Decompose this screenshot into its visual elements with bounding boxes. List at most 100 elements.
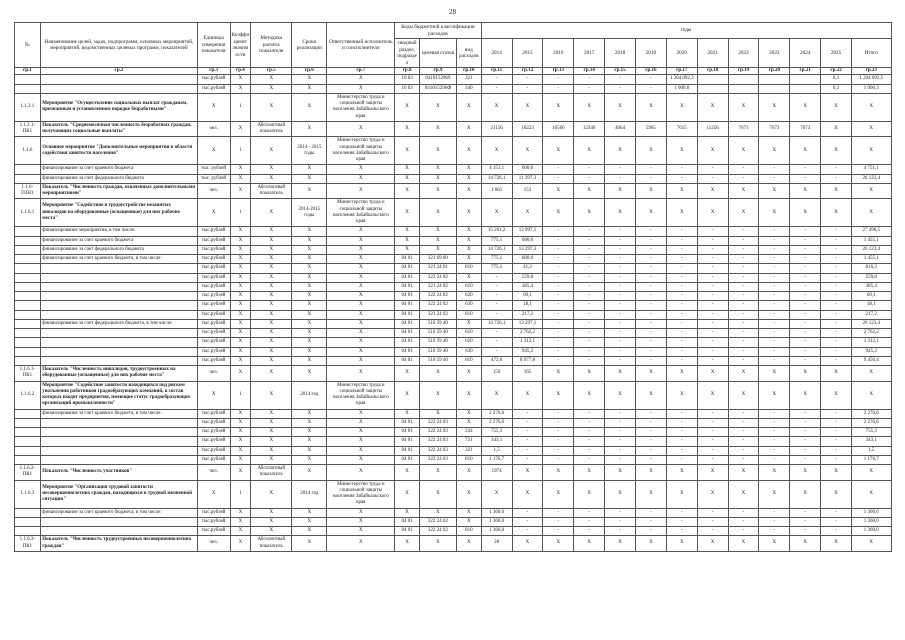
table-cell: 2 276,6 — [480, 408, 513, 419]
table-row: 1.1.6.2-ПК1 Показатель "Численность участ… — [13, 464, 892, 481]
table-cell: 1 — [229, 198, 252, 228]
years-band-header: годы — [480, 22, 892, 39]
table-cell: - — [727, 516, 760, 528]
table-cell: 5965 — [634, 120, 667, 138]
table-cell: X — [250, 173, 293, 184]
table-cell: X — [789, 464, 822, 481]
table-cell: - — [696, 226, 729, 237]
row-name-cell: Мероприятие "Осуществление социальных вы… — [40, 92, 198, 122]
table-cell: X — [229, 417, 252, 429]
table-cell: X — [850, 464, 892, 481]
table-cell: 04 01 — [394, 426, 420, 438]
table-cell: X — [250, 327, 293, 339]
table-cell: - — [573, 244, 606, 256]
table-cell: - — [573, 445, 606, 456]
graph-number-header: гр.13 — [542, 66, 575, 76]
year-column-header: 2021 — [696, 38, 729, 68]
table-row: тыс.рублей X X X X 04 01 322 24 03 244 755,3- - - -… — [13, 426, 892, 438]
table-cell: - — [758, 173, 791, 184]
table-cell: - — [604, 164, 636, 175]
row-number-cell: 1.1.2.1-ПК1 — [13, 120, 42, 138]
table-cell: 13 297,1 — [511, 318, 544, 330]
table-cell: 21156 — [480, 120, 513, 138]
table-cell: X — [727, 535, 760, 552]
table-cell: X — [394, 365, 420, 382]
table-cell: X — [634, 380, 667, 410]
row-number-cell — [13, 290, 42, 302]
graph-number-header: гр.15 — [604, 66, 636, 76]
table-cell: X — [291, 263, 328, 274]
table-cell: X — [250, 454, 293, 466]
table-cell: X — [665, 182, 698, 200]
table-cell: 510 59 40 — [418, 355, 457, 367]
graph-number-header: гр.4 — [229, 66, 252, 76]
table-cell: X — [696, 92, 729, 122]
row-name-cell: финансирование за счет краевого бюджета — [40, 164, 198, 175]
table-cell: X — [326, 74, 396, 85]
row-number-cell — [13, 408, 42, 419]
table-row: финансирование за счет краевого бюджета т… — [13, 164, 892, 175]
table-cell: - — [542, 83, 575, 94]
table-cell: X — [455, 235, 482, 246]
table-cell: X — [250, 74, 293, 85]
table-cell: X — [291, 365, 328, 382]
table-cell: - — [696, 346, 729, 357]
table-row: тыс.рублей X X X X 04 01 510 59 40 810 472,6 8 97… — [13, 355, 892, 367]
row-number-cell — [13, 525, 42, 537]
row-number-cell: 1.1.6.2-ПК1 — [13, 464, 42, 481]
table-cell: - — [727, 281, 760, 293]
row-name-cell: Показатель "Среднемесячная численность б… — [40, 120, 198, 138]
table-cell: - — [789, 300, 822, 311]
table-cell: X — [480, 92, 513, 122]
table-cell: X — [250, 300, 293, 311]
table-cell: 2014 - 2015 годы — [291, 136, 328, 166]
table-cell: - — [634, 408, 667, 419]
table-cell: X — [291, 92, 328, 122]
table-cell: X — [394, 136, 420, 166]
table-cell: - — [789, 346, 822, 357]
table-cell: 510 59 40 — [418, 337, 457, 348]
table-cell: X — [455, 226, 482, 237]
table-cell — [758, 83, 791, 94]
table-cell: 322 24 03 — [418, 445, 457, 456]
table-cell: X — [665, 198, 698, 228]
table-cell: 559,8 — [511, 272, 544, 283]
table-cell: - — [789, 253, 822, 265]
row-name-cell — [40, 454, 198, 466]
table-cell: Министерство труда и социальной защиты н… — [326, 92, 396, 122]
table-row: 1.1.6.1 Мероприятие "Содействие в трудоус… — [13, 198, 892, 228]
table-cell: - — [542, 235, 575, 246]
table-cell: X — [250, 272, 293, 283]
table-cell: 322 24 03 — [418, 436, 457, 447]
table-cell: 10 03 — [394, 74, 420, 85]
table-cell: X — [394, 535, 420, 552]
table-cell: 1 360,0 — [850, 516, 892, 528]
table-cell: X — [665, 479, 698, 509]
table-cell: - — [789, 235, 822, 246]
table-cell: 2014-2015 годы — [291, 198, 328, 228]
table-cell: - — [758, 346, 791, 357]
table-cell: - — [573, 417, 606, 429]
table-cell: 1 312,1 — [850, 337, 892, 348]
table-cell: X — [291, 464, 328, 481]
table-row: тыс.рублей X X X X 04 01 322 24 02 620-69,1- - - -… — [13, 290, 892, 302]
table-cell: 04 01 — [394, 253, 420, 265]
graph-number-header: гр.10 — [455, 66, 482, 76]
table-cell: тыс.рублей — [196, 318, 231, 330]
budget-codes-band-header: Коды бюджетной классификации расходов — [394, 22, 482, 39]
table-cell: - — [696, 173, 729, 184]
table-cell: X — [394, 464, 420, 481]
year-column-header: 2017 — [573, 38, 606, 68]
table-cell: - — [696, 516, 729, 528]
table-cell: - — [604, 346, 636, 357]
table-cell: - — [758, 272, 791, 283]
table-cell: X — [326, 235, 396, 246]
graph-number-header: гр.14 — [573, 66, 606, 76]
table-cell: X — [250, 346, 293, 357]
table-cell: - — [665, 417, 698, 429]
table-cell: - — [634, 516, 667, 528]
table-cell: X — [850, 198, 892, 228]
table-cell: X — [696, 380, 729, 410]
table-cell: X — [326, 535, 396, 552]
table-cell: X — [789, 535, 822, 552]
